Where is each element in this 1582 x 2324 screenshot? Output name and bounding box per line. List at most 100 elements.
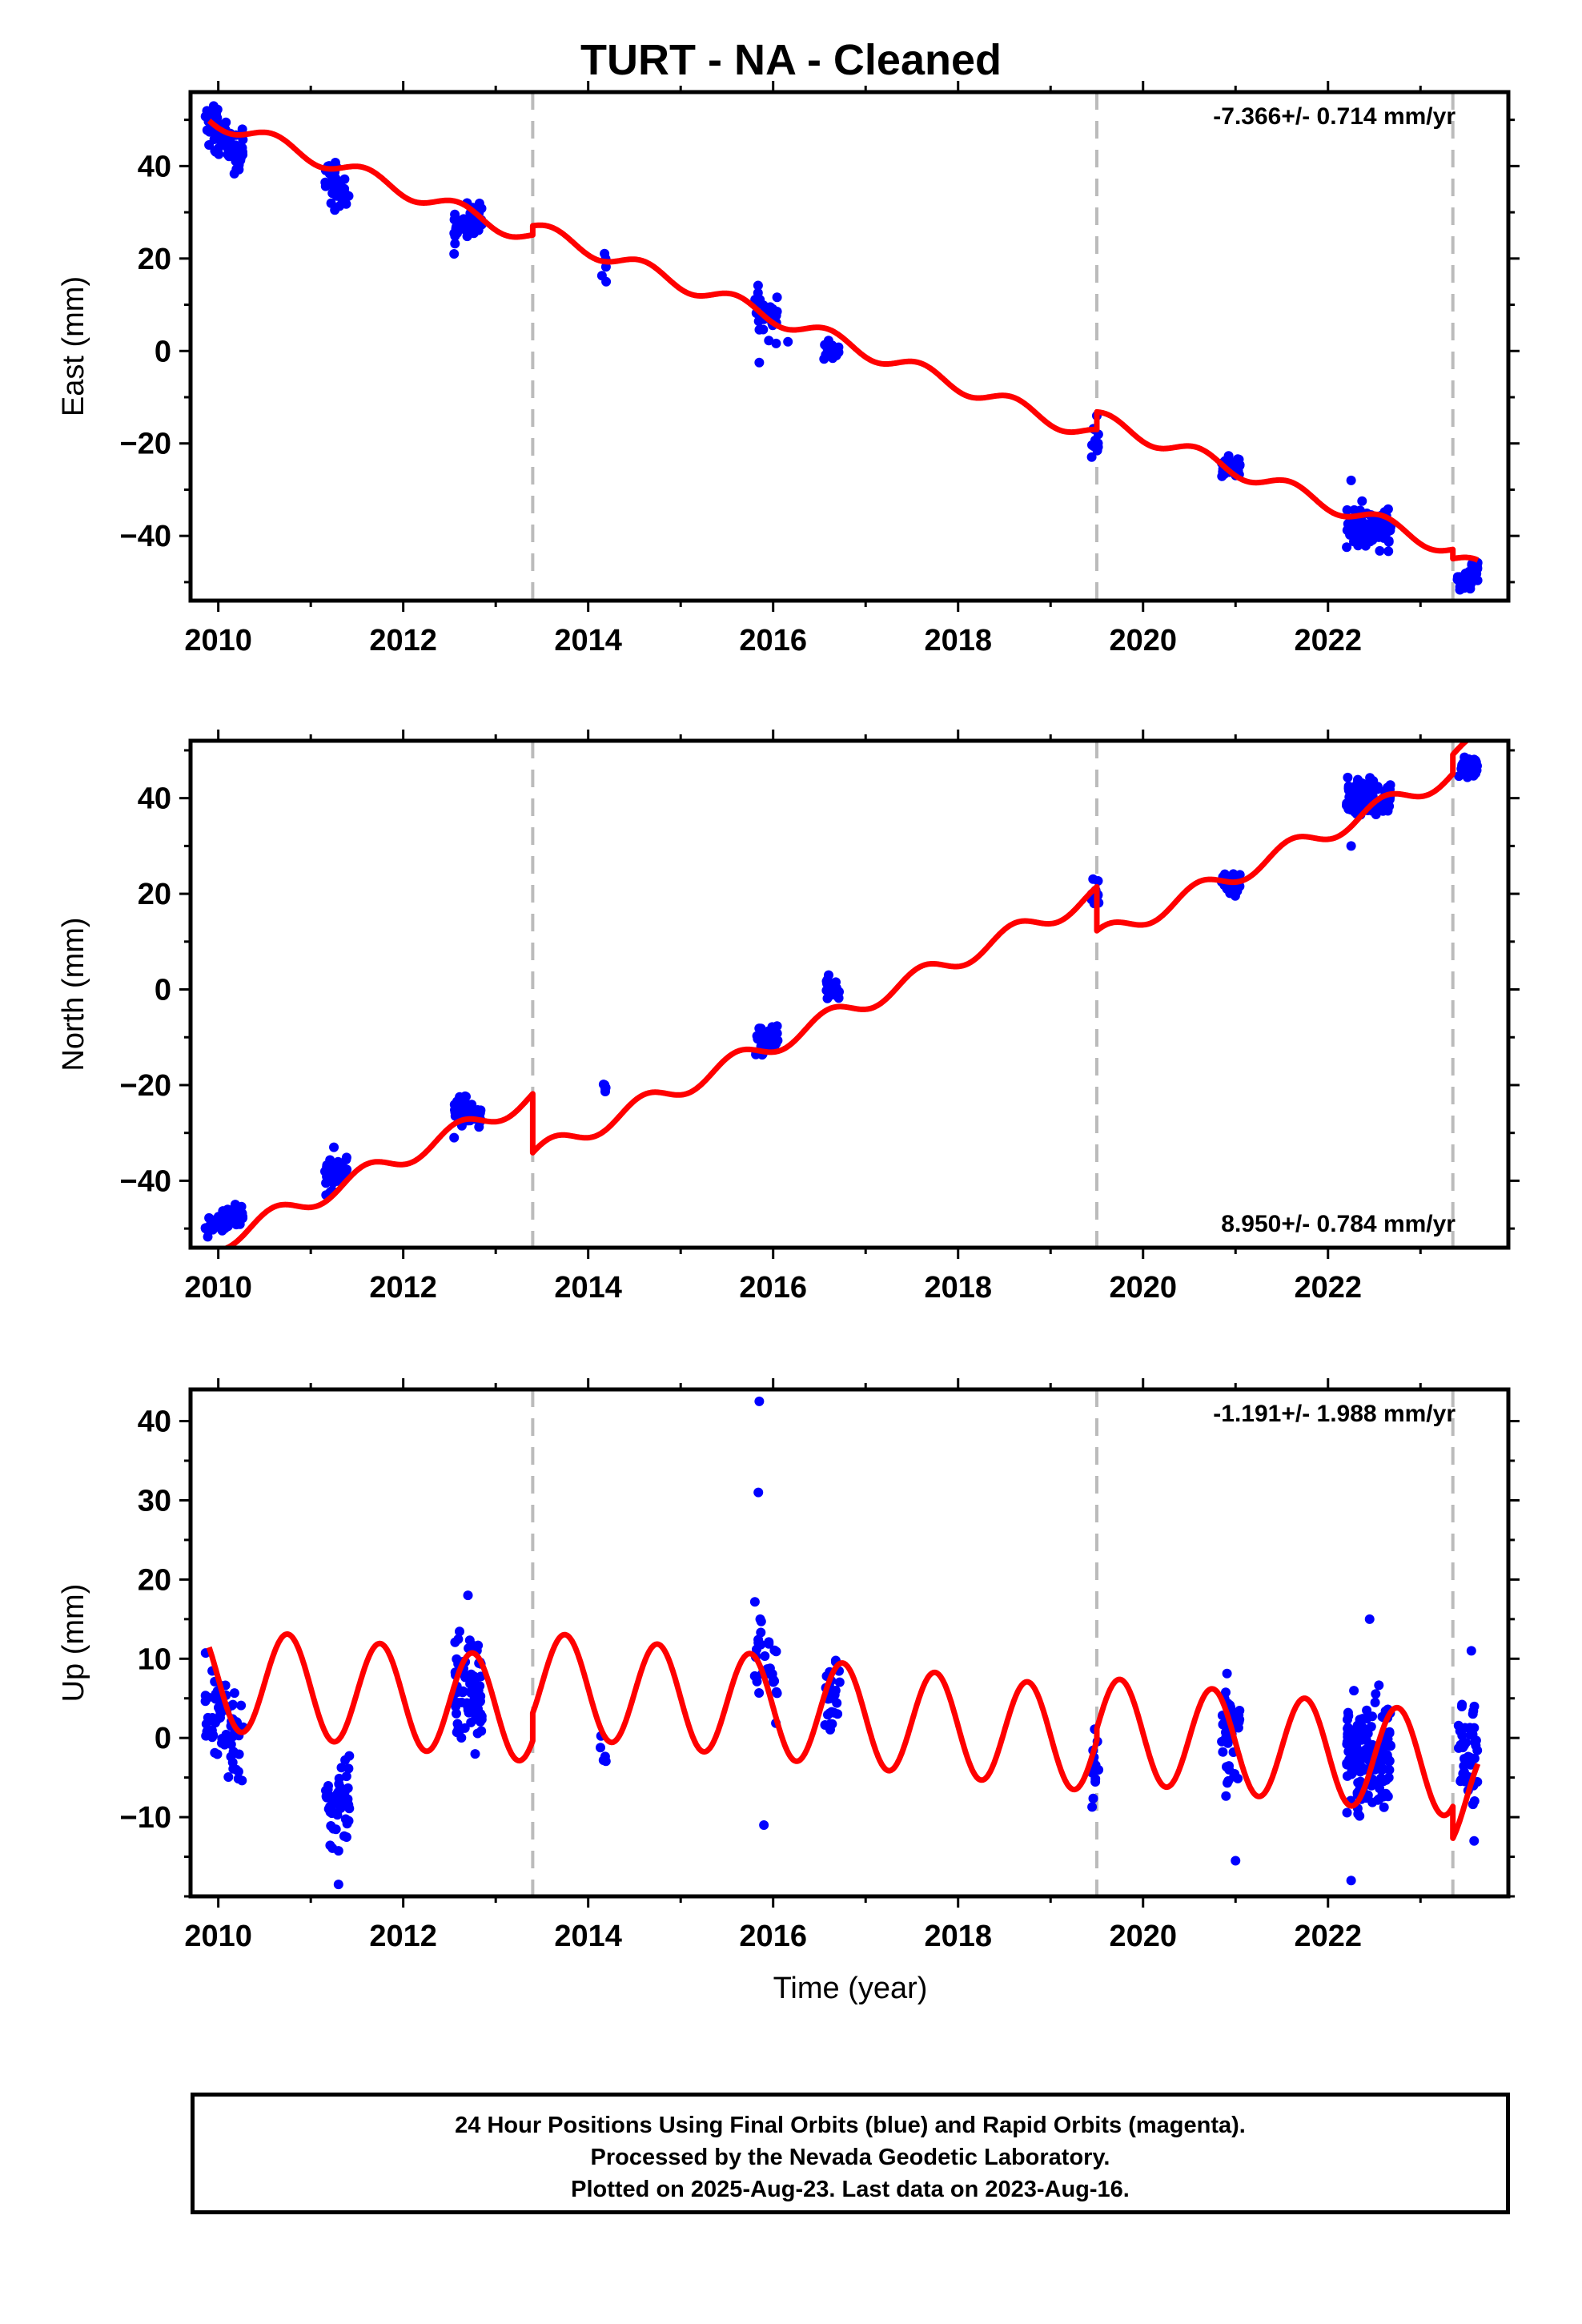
x-tick-label: 2022 (1294, 624, 1362, 657)
data-point (1221, 1687, 1231, 1698)
data-point (773, 1035, 783, 1046)
data-point (326, 1168, 336, 1178)
data-point (596, 271, 607, 281)
data-point (223, 1772, 234, 1782)
data-point (1343, 772, 1353, 782)
data-point (771, 1647, 781, 1657)
data-point (1465, 1723, 1475, 1733)
data-point (201, 1731, 211, 1741)
data-point (332, 1810, 343, 1820)
data-point-outlier (754, 1396, 765, 1406)
data-point (1370, 1697, 1380, 1707)
data-point (236, 1700, 247, 1711)
data-point (470, 1749, 480, 1759)
data-point (323, 1781, 333, 1791)
data-point (1352, 1744, 1363, 1754)
data-point (1380, 533, 1391, 543)
data-point (1374, 1680, 1384, 1691)
y-tick-label: −20 (120, 428, 171, 461)
data-point (217, 133, 227, 143)
data-point (459, 214, 469, 224)
footer-line-2: Processed by the Nevada Geodetic Laborat… (590, 2145, 1110, 2170)
data-point (320, 177, 331, 187)
data-point (1468, 1799, 1478, 1810)
data-point (321, 1178, 331, 1188)
data-point (462, 231, 472, 242)
data-point (1467, 767, 1477, 777)
x-tick-label: 2012 (369, 1920, 437, 1953)
data-point-outlier (759, 1819, 769, 1830)
data-point (229, 168, 239, 179)
model-fit-line (207, 118, 1480, 563)
data-point-outlier (1466, 1646, 1476, 1656)
data-point (819, 354, 829, 364)
x-tick-label: 2016 (739, 624, 807, 657)
footer-line-3: Plotted on 2025-Aug-23. Last data on 202… (571, 2177, 1130, 2202)
data-point (454, 1687, 464, 1697)
x-tick-label: 2018 (924, 1271, 992, 1305)
data-point-outlier (1364, 1614, 1375, 1624)
data-point (238, 147, 247, 157)
data-point (1470, 1737, 1480, 1747)
data-point (1363, 1743, 1374, 1753)
data-point (1368, 776, 1379, 786)
data-point (226, 1739, 236, 1750)
y-tick-label: 40 (138, 150, 171, 183)
x-tick-label: 2014 (554, 1271, 622, 1305)
data-point (1367, 515, 1378, 525)
data-point (344, 1751, 355, 1761)
data-point (826, 1707, 837, 1717)
data-point (234, 158, 244, 168)
x-axis-label: Time (year) (773, 1972, 928, 2005)
data-point (450, 239, 460, 249)
y-tick-label: −40 (120, 520, 171, 553)
data-point (455, 1626, 464, 1637)
data-point (1090, 1774, 1101, 1784)
footer-line-1: 24 Hour Positions Using Final Orbits (bl… (455, 2113, 1246, 2138)
x-tick-label: 2020 (1109, 1271, 1177, 1305)
time-series-figure: 2010 2012 2014 2016 2018 2020 2022−40−2002040E… (57, 81, 1520, 2005)
data-point (1356, 1735, 1367, 1745)
data-point-outlier (208, 101, 219, 111)
data-point (231, 1764, 241, 1775)
x-tick-label: 2010 (184, 1920, 252, 1953)
data-point (1229, 1771, 1239, 1782)
data-point (452, 1096, 462, 1107)
data-point (1349, 1686, 1359, 1696)
data-point (834, 1677, 845, 1687)
x-tick-label: 2020 (1109, 1920, 1177, 1953)
data-point (1224, 456, 1235, 466)
x-tick-label: 2014 (554, 1920, 622, 1953)
data-point (754, 1688, 765, 1698)
data-point (233, 1774, 243, 1784)
data-point (228, 1747, 239, 1757)
y-tick-label: 40 (138, 782, 171, 816)
data-point (212, 1749, 223, 1759)
data-point (328, 1823, 339, 1834)
data-point (772, 1688, 782, 1699)
data-point-outlier (824, 970, 834, 980)
data-point (343, 1799, 354, 1810)
data-point (825, 349, 836, 359)
data-point-outlier (329, 1142, 339, 1152)
data-points (200, 1396, 1483, 1890)
rate-annotation: -1.191+/- 1.988 mm/yr (1213, 1401, 1456, 1427)
y-tick-label: 0 (155, 974, 171, 1007)
data-point (1370, 1776, 1380, 1787)
data-point (1460, 752, 1470, 762)
rate-annotation: 8.950+/- 0.784 mm/yr (1221, 1211, 1456, 1237)
data-point (205, 1715, 215, 1725)
data-point (463, 1705, 473, 1715)
data-point (207, 1224, 218, 1235)
x-tick-label: 2012 (369, 624, 437, 657)
data-point (335, 177, 345, 187)
data-point (343, 1763, 354, 1774)
data-point (753, 287, 763, 298)
data-point (1468, 1706, 1479, 1716)
data-point (1375, 545, 1385, 556)
data-point (460, 1091, 470, 1101)
data-point (1088, 1793, 1098, 1803)
data-point (1087, 1802, 1098, 1812)
data-point (758, 1039, 769, 1049)
data-point (339, 1831, 349, 1841)
